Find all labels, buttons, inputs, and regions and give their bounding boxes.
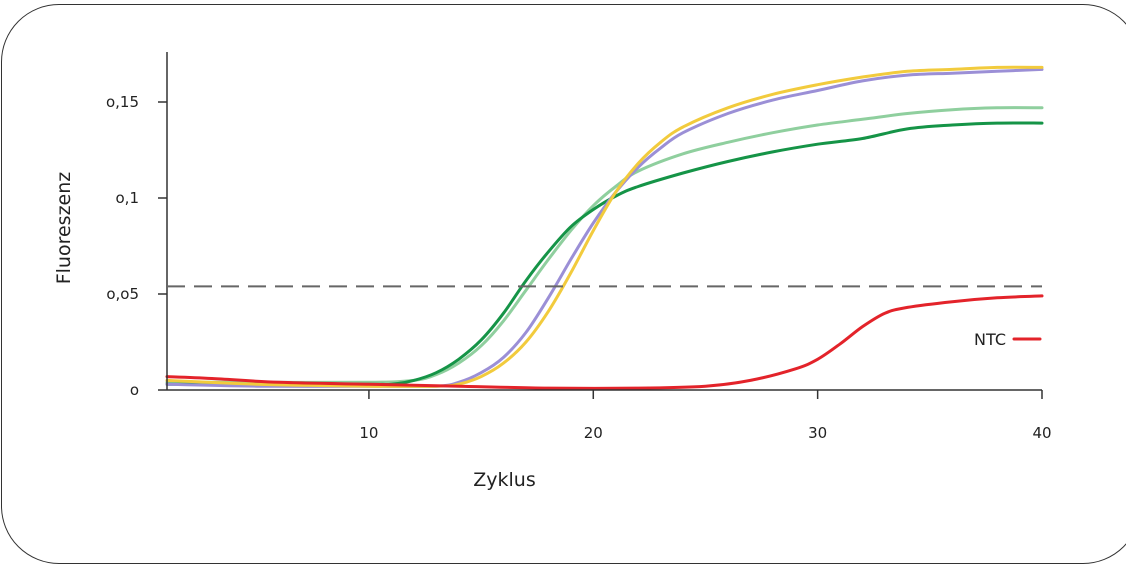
y-tick-label: o,1 bbox=[116, 189, 140, 207]
legend: NTC bbox=[974, 330, 1042, 349]
legend-label-ntc: NTC bbox=[974, 330, 1006, 349]
x-tick-label: 40 bbox=[1032, 424, 1051, 442]
y-tick-label: o bbox=[130, 381, 139, 399]
ticks-group: o o,o5 o,1 o,15 10 20 30 40 bbox=[106, 93, 1052, 442]
x-tick-label: 20 bbox=[584, 424, 603, 442]
axes-group bbox=[166, 52, 1042, 391]
y-axis-title: Fluoreszenz bbox=[53, 172, 75, 285]
series-line-2 bbox=[165, 121, 1044, 387]
y-tick-label: o,15 bbox=[106, 93, 139, 111]
y-tick-label: o,o5 bbox=[106, 285, 139, 303]
series-line-4 bbox=[165, 65, 1044, 388]
series-line-1 bbox=[165, 106, 1044, 384]
series-line-ntc bbox=[165, 294, 1044, 390]
x-axis-title: Zyklus bbox=[473, 469, 535, 491]
x-tick-label: 10 bbox=[359, 424, 378, 442]
series-group bbox=[165, 65, 1044, 390]
x-tick-label: 30 bbox=[808, 424, 827, 442]
series-line-3 bbox=[165, 67, 1044, 388]
